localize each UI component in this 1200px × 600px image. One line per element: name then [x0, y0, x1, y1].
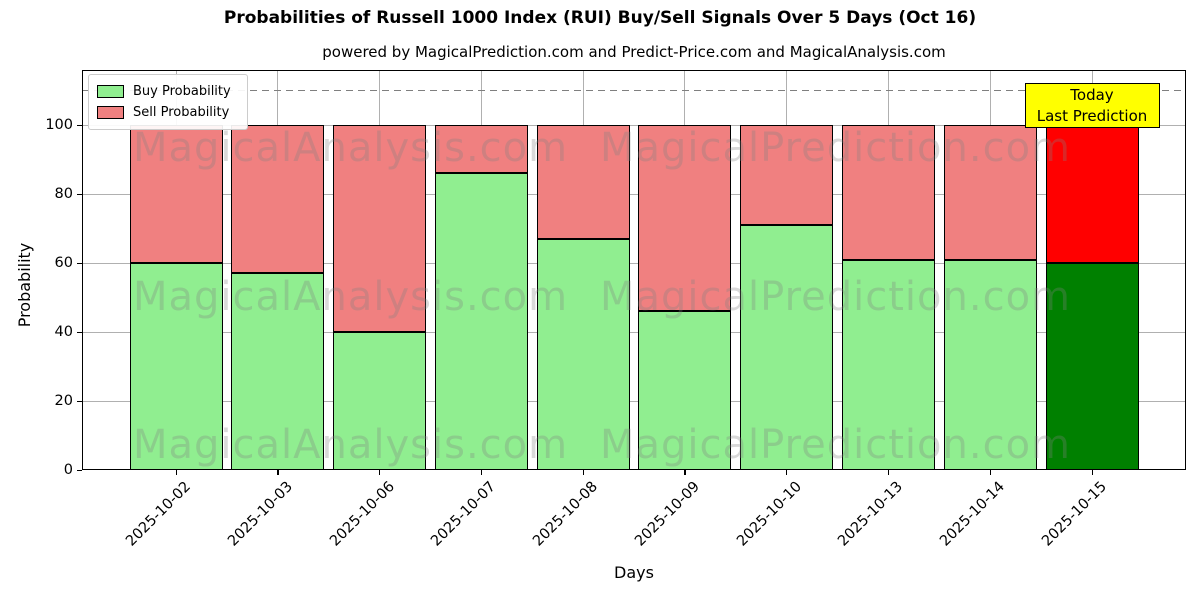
bar-segment-buy [943, 259, 1037, 470]
y-tick-label: 0 [63, 462, 73, 478]
x-tick-mark [379, 470, 381, 475]
chart-subtitle: powered by MagicalPrediction.com and Pre… [322, 43, 946, 61]
bar-segment-buy [434, 173, 528, 470]
annotation-line-1: Today [1070, 86, 1114, 104]
y-gridline [82, 194, 1186, 196]
bar-segment-buy [536, 238, 630, 470]
x-tick-label: 2025-10-06 [326, 478, 398, 550]
bar-segment-sell [638, 125, 732, 312]
bar-segment-sell [841, 125, 935, 260]
bar-segment-sell [536, 125, 630, 239]
legend-label-buy: Buy Probability [133, 84, 231, 99]
y-tick-mark [77, 124, 82, 126]
y-gridline [82, 332, 1186, 334]
x-tick-mark [1091, 470, 1093, 475]
x-tick-label: 2025-10-15 [1039, 478, 1111, 550]
bar-segment-buy [740, 225, 834, 470]
x-tick-mark [277, 470, 279, 475]
chart-title: Probabilities of Russell 1000 Index (RUI… [223, 8, 977, 28]
bar-segment-sell [129, 125, 223, 264]
bar-segment-buy [638, 311, 732, 470]
x-tick-mark [786, 470, 788, 475]
watermark-text: MagicalAnalysis.com [133, 125, 569, 171]
y-axis-label: Probability [15, 242, 34, 328]
y-tick-mark [77, 469, 82, 471]
plot-area: Buy Probability Sell Probability Magical… [82, 70, 1186, 470]
sell-swatch-icon [97, 106, 124, 119]
y-tick-mark [77, 193, 82, 195]
watermark-text: MagicalAnalysis.com [133, 274, 569, 320]
today-annotation: Today Last Prediction [1024, 83, 1160, 128]
legend-item-buy: Buy Probability [97, 81, 239, 102]
bar-segment-sell [943, 125, 1037, 260]
y-tick-mark [77, 400, 82, 402]
x-tick-label: 2025-10-03 [224, 478, 296, 550]
x-tick-label: 2025-10-02 [123, 478, 195, 550]
x-axis-label: Days [614, 563, 654, 582]
bar-segment-sell [740, 125, 834, 226]
y-gridline [82, 125, 1186, 127]
bar-segment-sell [1045, 125, 1139, 264]
buy-swatch-icon [97, 85, 124, 98]
x-tick-mark [887, 470, 890, 475]
y-gridline [82, 263, 1186, 265]
y-tick-label: 20 [54, 393, 73, 410]
x-tick-mark [684, 470, 686, 475]
watermark-text: MagicalPrediction.com [600, 274, 1071, 320]
y-tick-mark [77, 262, 82, 264]
bar-segment-buy [231, 273, 325, 470]
y-tick-label: 40 [54, 324, 73, 341]
y-tick-mark [77, 331, 82, 333]
bar-segment-sell [434, 125, 528, 174]
y-tick-label: 80 [54, 186, 73, 203]
x-tick-label: 2025-10-14 [937, 478, 1009, 550]
legend-label-sell: Sell Probability [133, 105, 230, 120]
x-tick-mark [989, 470, 992, 475]
bar-segment-buy [333, 332, 427, 470]
watermark-text: MagicalPrediction.com [600, 422, 1071, 468]
y-tick-label: 100 [45, 117, 73, 134]
x-tick-mark [175, 470, 177, 475]
watermark-text: MagicalPrediction.com [600, 125, 1071, 171]
annotation-line-2: Last Prediction [1036, 107, 1148, 125]
x-tick-label: 2025-10-10 [733, 478, 805, 550]
threshold-dashed-line [82, 89, 1186, 92]
x-tick-mark [480, 470, 483, 475]
legend: Buy Probability Sell Probability [88, 74, 248, 130]
x-tick-label: 2025-10-13 [835, 478, 907, 550]
y-tick-label: 60 [54, 255, 73, 272]
x-tick-mark [582, 470, 584, 475]
legend-item-sell: Sell Probability [97, 102, 239, 123]
bar-segment-sell [333, 125, 427, 333]
watermark-text: MagicalAnalysis.com [133, 422, 569, 468]
bar-segment-buy [1045, 263, 1139, 470]
bar-segment-sell [231, 125, 325, 274]
y-gridline [82, 401, 1186, 403]
x-tick-label: 2025-10-07 [428, 478, 500, 550]
bar-segment-buy [129, 263, 223, 470]
